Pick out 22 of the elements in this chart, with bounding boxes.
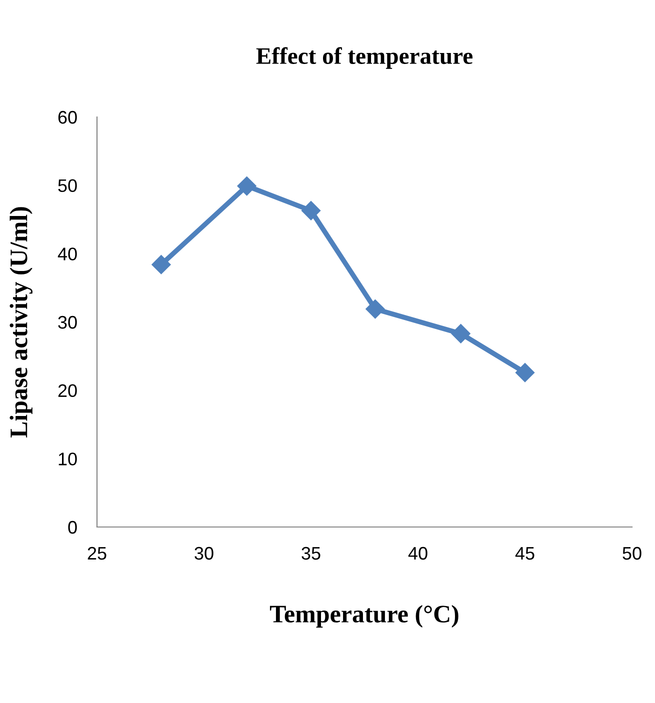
y-tick-label: 0	[68, 520, 77, 534]
point	[237, 176, 256, 196]
point	[366, 299, 385, 319]
y-tick-label: 20	[58, 384, 77, 398]
point	[515, 363, 535, 382]
x-tick-label: 50	[622, 546, 642, 560]
point	[451, 324, 470, 344]
y-tick-label: 40	[58, 248, 77, 260]
x-tick-label: 30	[194, 546, 214, 560]
x-axis-title: Temperature (°C)	[270, 604, 458, 628]
chart-title: Effect of temperature	[256, 47, 472, 69]
y-tick-label: 10	[58, 452, 77, 466]
y-axis-title: Lipase activity (U/ml)	[10, 207, 32, 438]
x-tick-label: 45	[515, 547, 534, 560]
x-tick-label: 25	[88, 546, 106, 560]
point	[301, 201, 321, 220]
x-tick-label: 40	[408, 546, 428, 560]
point	[152, 255, 171, 274]
y-tick-label: 30	[58, 316, 77, 329]
y-tick-label: 50	[58, 179, 77, 192]
x-tick-label: 35	[302, 546, 320, 560]
y-tick-label: 60	[58, 110, 77, 124]
